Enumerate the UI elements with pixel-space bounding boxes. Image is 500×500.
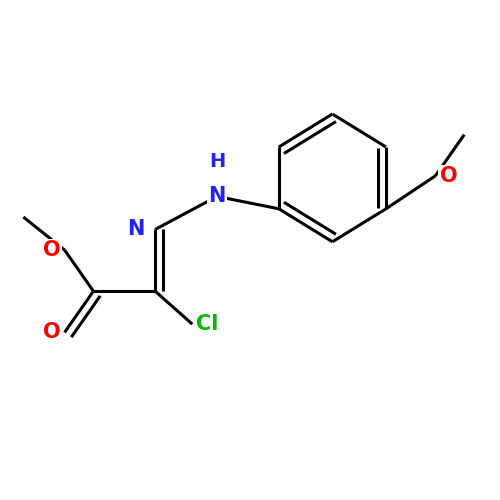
Text: O: O [43, 322, 60, 342]
Text: Cl: Cl [196, 314, 219, 334]
Text: N: N [208, 186, 226, 206]
Text: N: N [128, 220, 145, 240]
Text: O: O [43, 240, 60, 260]
Text: H: H [209, 152, 225, 171]
Text: O: O [440, 166, 457, 186]
